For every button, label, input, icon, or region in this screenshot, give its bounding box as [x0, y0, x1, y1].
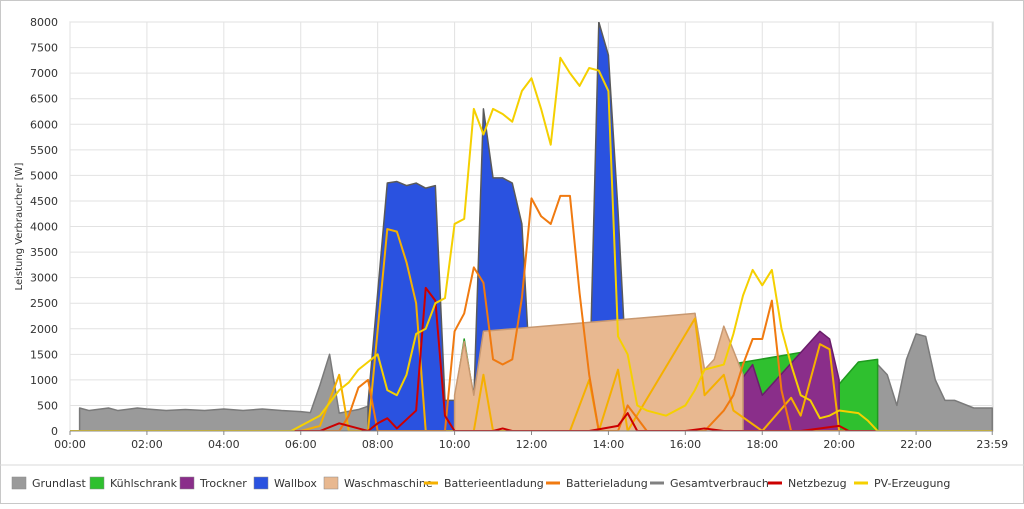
legend-label: Kühlschrank [110, 477, 178, 490]
legend-item-kuehlschrank: Kühlschrank [89, 476, 178, 490]
x-tick-label: 10:00 [439, 438, 471, 451]
y-tick-label: 6000 [30, 118, 58, 131]
legend-item-trockner: Trockner [179, 476, 247, 490]
legend-swatch [179, 476, 195, 490]
x-tick-label: 00:00 [54, 438, 86, 451]
x-tick-label: 18:00 [746, 438, 778, 451]
legend-swatch [323, 476, 339, 490]
x-tick-label: 04:00 [208, 438, 240, 451]
y-tick-label: 1000 [30, 374, 58, 387]
legend-label: Waschmaschine [344, 477, 433, 490]
legend-label: Batterieladung [566, 477, 648, 490]
area-waschmaschine [453, 312, 744, 431]
y-tick-label: 2500 [30, 297, 58, 310]
y-tick-label: 7500 [30, 42, 58, 55]
y-tick-label: 0 [51, 425, 58, 438]
y-tick-label: 4000 [30, 221, 58, 234]
legend-label: PV-Erzeugung [874, 477, 950, 490]
x-tick-label: 12:00 [516, 438, 548, 451]
line-pv-erzeugung [70, 56, 993, 431]
legend-swatch [253, 476, 269, 490]
legend-label: Trockner [199, 477, 247, 490]
y-tick-label: 5500 [30, 144, 58, 157]
y-tick-label: 2000 [30, 323, 58, 336]
legend-item-wallbox: Wallbox [253, 476, 317, 490]
x-tick-label: 08:00 [362, 438, 394, 451]
x-tick-label: 16:00 [669, 438, 701, 451]
area-wallbox [367, 22, 629, 431]
legend-item-gesamtverbrauch: Gesamtverbrauch [650, 477, 769, 490]
legend-item-grundlast: Grundlast [11, 476, 87, 490]
x-tick-label: 06:00 [285, 438, 317, 451]
x-tick-label: 20:00 [823, 438, 855, 451]
line-netzbezug [70, 286, 993, 431]
legend-label: Grundlast [32, 477, 87, 490]
y-tick-label: 7000 [30, 67, 58, 80]
x-tick-label: 23:59 [976, 438, 1008, 451]
y-tick-label: 1500 [30, 348, 58, 361]
plot-layer [70, 22, 993, 431]
y-tick-label: 8000 [30, 16, 58, 29]
legend-swatch [11, 476, 27, 490]
y-tick-label: 5000 [30, 169, 58, 182]
x-tick-label: 02:00 [131, 438, 163, 451]
legend-label: Wallbox [274, 477, 317, 490]
legend-item-waschmaschine: Waschmaschine [323, 476, 433, 490]
y-tick-label: 3500 [30, 246, 58, 259]
y-tick-label: 500 [37, 399, 58, 412]
legend-item-netzbezug: Netzbezug [768, 477, 847, 490]
y-tick-label: 4500 [30, 195, 58, 208]
legend-label: Netzbezug [788, 477, 847, 490]
legend-item-batterieladung: Batterieladung [546, 477, 648, 490]
legend-swatch [89, 476, 105, 490]
legend-item-pv-erzeugung: PV-Erzeugung [854, 477, 950, 490]
legend-label: Batterieentladung [444, 477, 544, 490]
line-batterieladung [70, 194, 993, 431]
legend-label: Gesamtverbrauch [670, 477, 769, 490]
x-tick-label: 14:00 [593, 438, 625, 451]
y-tick-label: 3000 [30, 272, 58, 285]
y-axis-label: Leistung Verbraucher [W] [14, 162, 25, 290]
legend-item-batterieentladung: Batterieentladung [424, 477, 544, 490]
x-tick-label: 22:00 [900, 438, 932, 451]
y-tick-label: 6500 [30, 93, 58, 106]
